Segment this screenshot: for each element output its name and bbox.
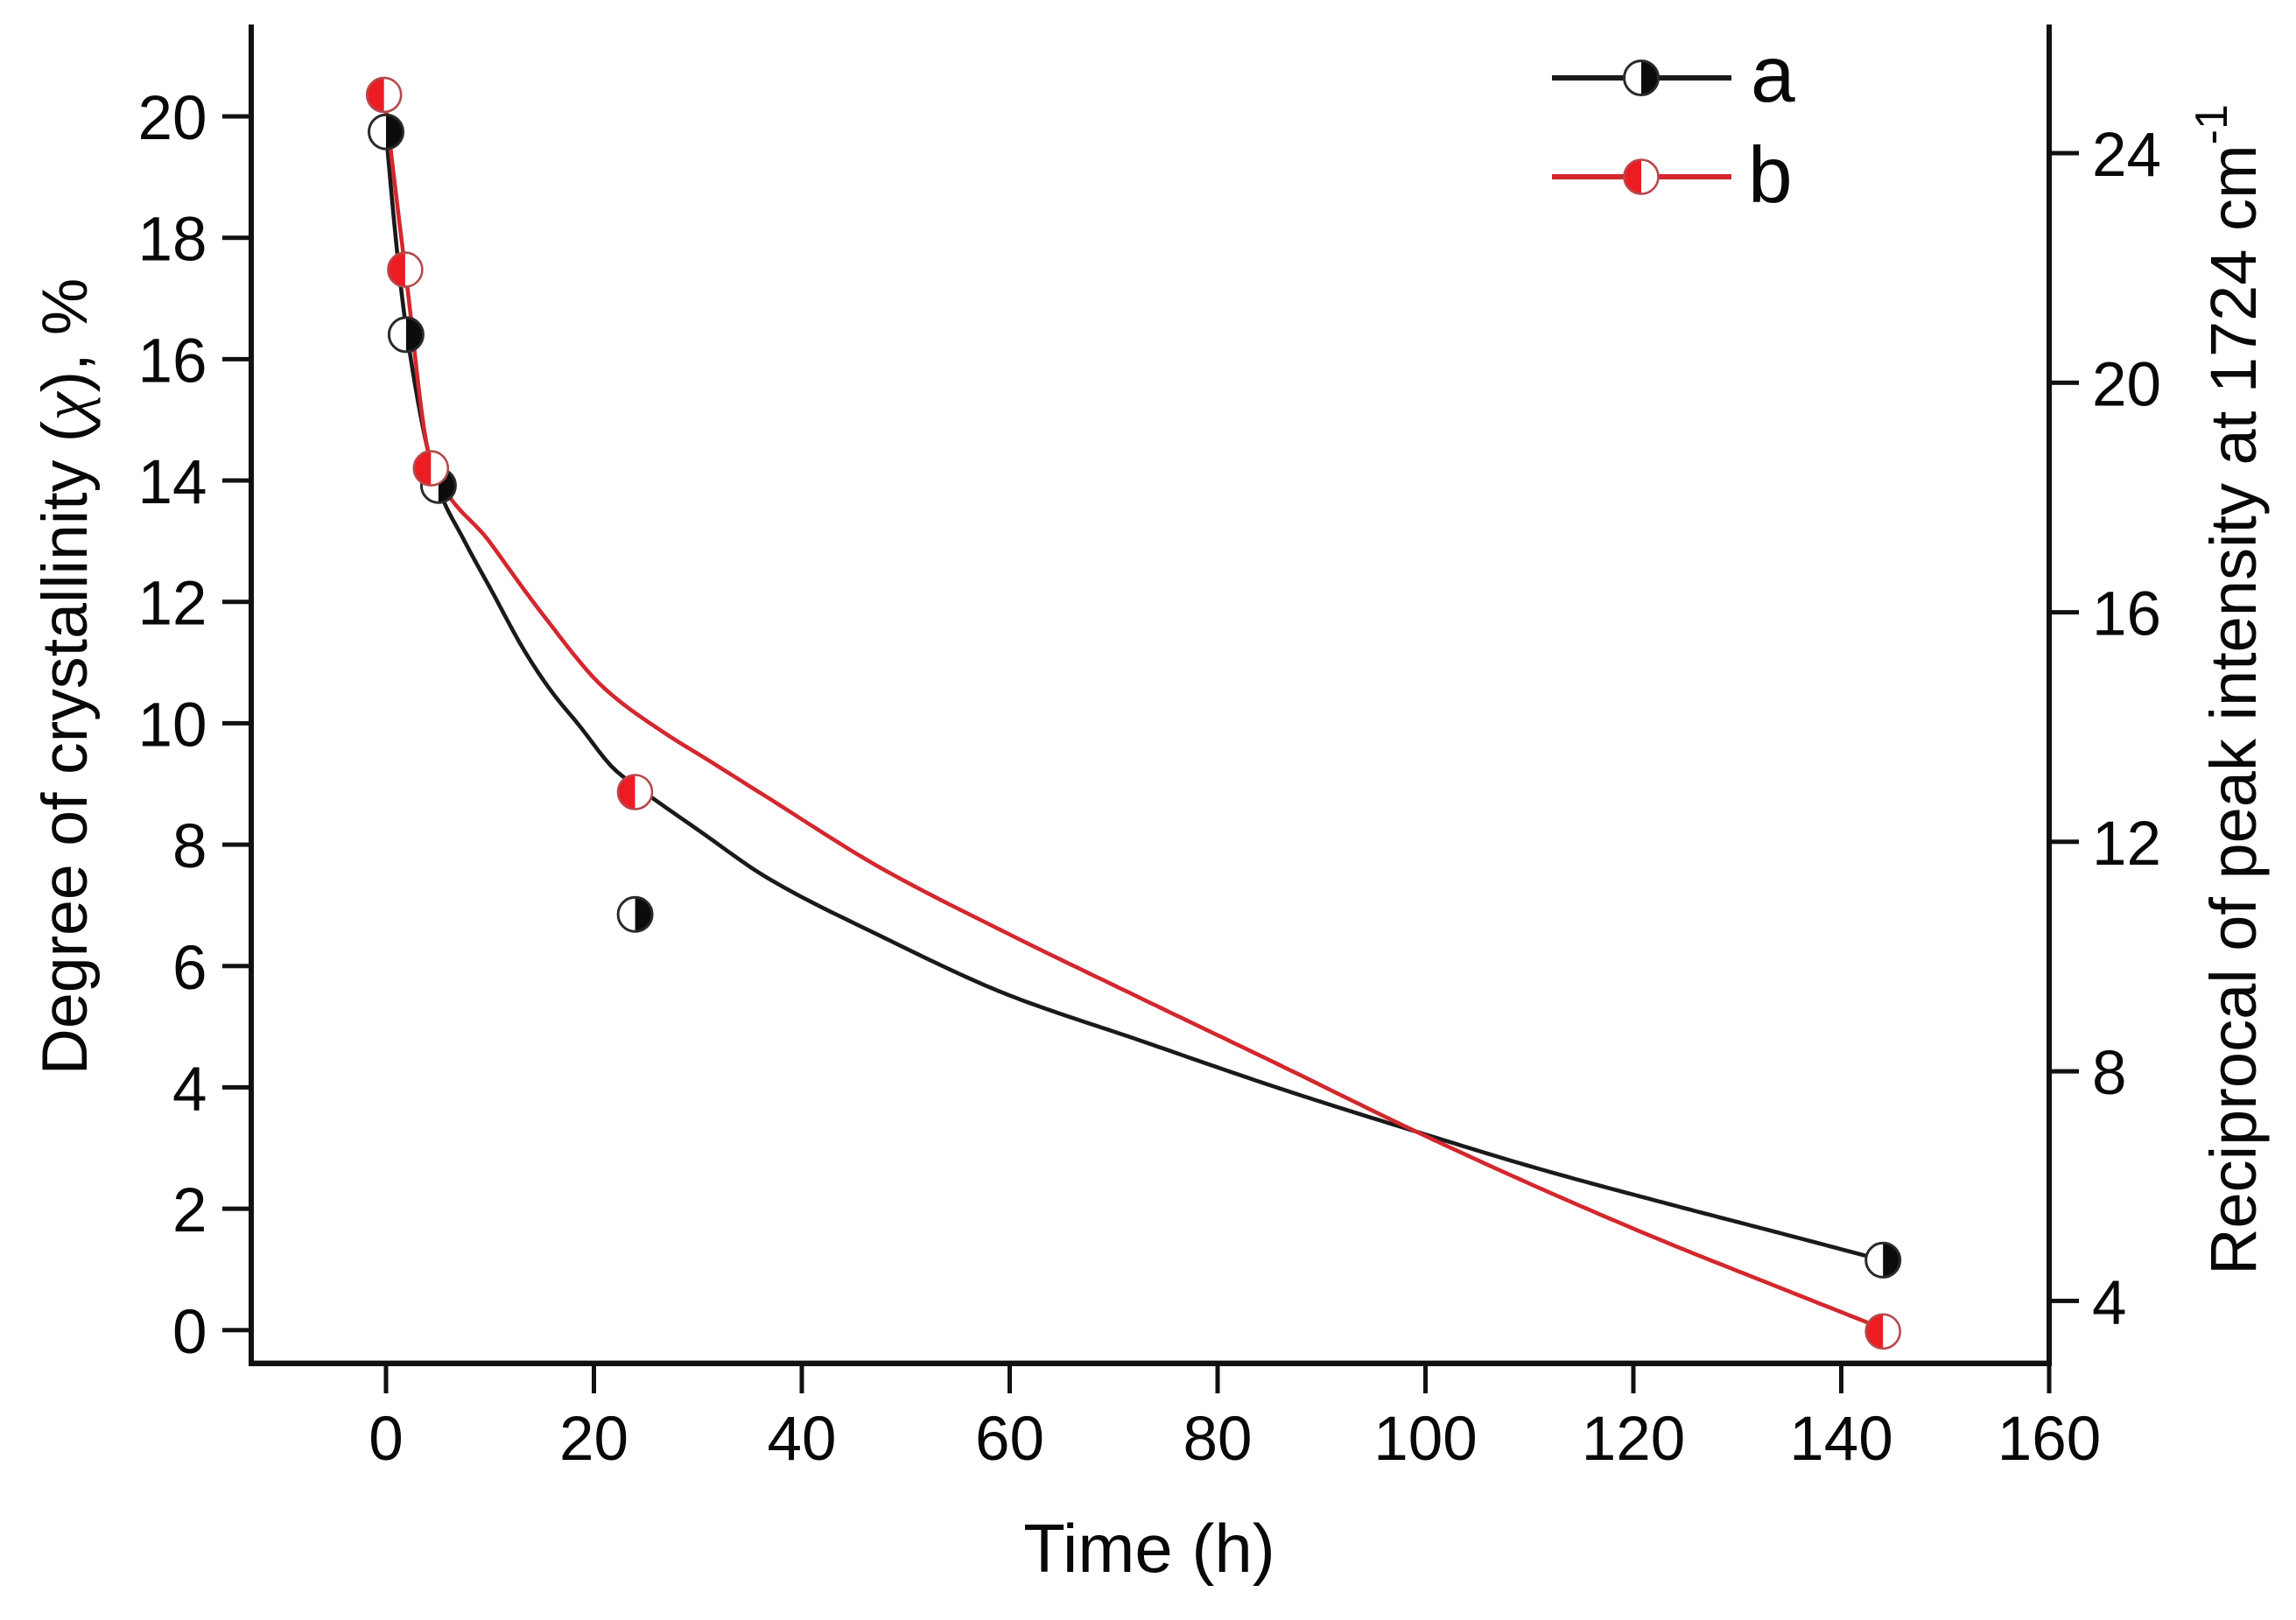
- svg-text:12: 12: [138, 570, 207, 639]
- svg-text:a: a: [1751, 31, 1795, 119]
- svg-text:4: 4: [2092, 1268, 2127, 1337]
- svg-text:160: 160: [1998, 1405, 2101, 1474]
- svg-text:16: 16: [2092, 580, 2161, 649]
- svg-text:140: 140: [1789, 1405, 1892, 1474]
- svg-text:20: 20: [2092, 350, 2161, 419]
- svg-text:100: 100: [1373, 1405, 1477, 1474]
- svg-text:8: 8: [172, 812, 207, 881]
- svg-text:Reciprocal of peak intensity a: Reciprocal of peak intensity at 1724 cm-…: [2187, 104, 2270, 1275]
- svg-text:14: 14: [138, 448, 207, 517]
- svg-text:20: 20: [559, 1405, 628, 1474]
- svg-text:80: 80: [1183, 1405, 1253, 1474]
- svg-text:24: 24: [2092, 121, 2161, 190]
- svg-text:10: 10: [138, 691, 207, 760]
- svg-text:16: 16: [138, 326, 207, 396]
- svg-text:Degree of crystallinity (χ), %: Degree of crystallinity (χ), %: [28, 278, 101, 1076]
- svg-text:12: 12: [2092, 810, 2161, 879]
- svg-text:6: 6: [172, 934, 207, 1003]
- svg-text:40: 40: [768, 1405, 837, 1474]
- svg-text:0: 0: [369, 1405, 404, 1474]
- svg-text:0: 0: [172, 1298, 207, 1367]
- svg-text:2: 2: [172, 1176, 207, 1245]
- svg-text:Time (h): Time (h): [1023, 1510, 1274, 1587]
- svg-text:8: 8: [2092, 1039, 2127, 1108]
- svg-text:60: 60: [975, 1405, 1044, 1474]
- svg-text:4: 4: [172, 1055, 207, 1124]
- svg-text:18: 18: [138, 206, 207, 275]
- svg-text:20: 20: [138, 84, 207, 153]
- svg-text:120: 120: [1582, 1405, 1685, 1474]
- svg-text:b: b: [1748, 131, 1793, 220]
